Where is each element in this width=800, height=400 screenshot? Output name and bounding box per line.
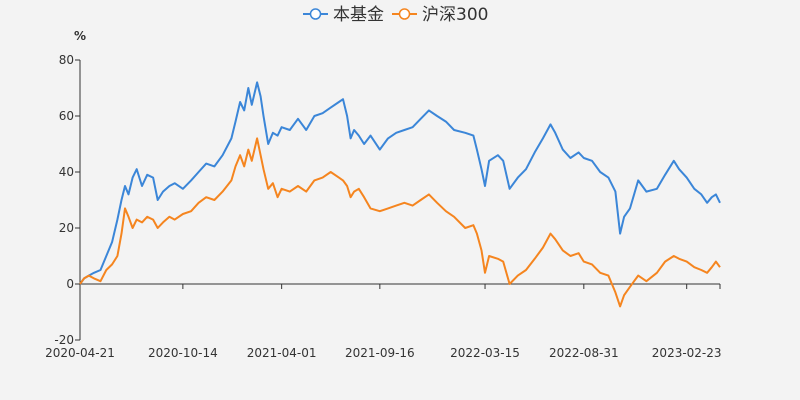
y-tick-label: -20 (54, 333, 74, 347)
y-tick-label: 0 (66, 277, 74, 291)
legend-label[interactable]: 沪深300 (422, 5, 488, 25)
y-tick-label: 20 (59, 221, 74, 235)
x-tick-label: 2022-03-15 (450, 346, 520, 360)
y-ticks: -20 0 20 40 60 80 (54, 53, 80, 347)
y-tick-label: 40 (59, 165, 74, 179)
x-tick-label: 2020-10-14 (148, 346, 218, 360)
x-tick-label: 2021-04-01 (247, 346, 317, 360)
legend[interactable]: 本基金 沪深300 (303, 5, 488, 25)
y-unit-label: % (74, 29, 86, 43)
y-tick-label: 60 (59, 109, 74, 123)
x-tick-label: 2023-02-23 (652, 346, 722, 360)
series-group (79, 81, 721, 308)
x-tick-label: 2021-09-16 (345, 346, 415, 360)
series-line-1 (79, 137, 721, 308)
x-ticks: 2020-04-21 2020-10-14 2021-04-01 2021-09-16… (45, 284, 722, 360)
x-tick-label: 2020-04-21 (45, 346, 115, 360)
legend-marker-1 (398, 8, 411, 20)
legend-label[interactable]: 本基金 (333, 5, 384, 25)
series-line-0 (79, 81, 721, 285)
y-tick-label: 80 (59, 53, 74, 67)
x-tick-label: 2022-08-31 (549, 346, 619, 360)
legend-marker-0 (309, 8, 322, 20)
